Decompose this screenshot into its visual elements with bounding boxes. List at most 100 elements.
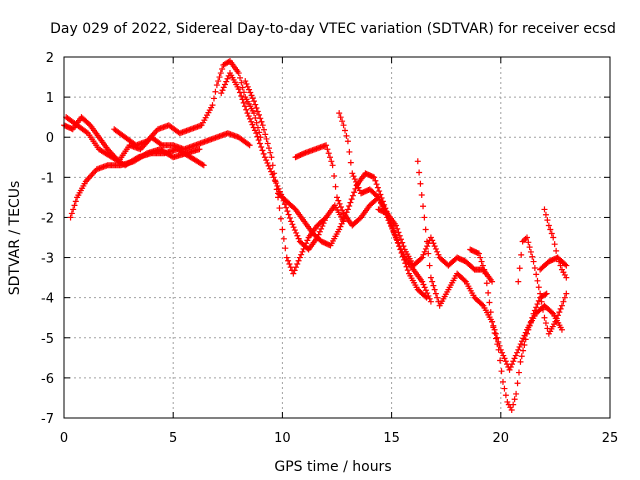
- x-tick-label: 15: [383, 431, 400, 446]
- data-point: [323, 214, 330, 221]
- data-point: [292, 264, 299, 271]
- data-point: [531, 307, 538, 314]
- data-point: [541, 206, 548, 213]
- data-point: [258, 118, 265, 125]
- data-point: [247, 89, 254, 96]
- y-tick-label: -5: [41, 332, 54, 347]
- data-point: [271, 170, 278, 177]
- data-point: [67, 214, 74, 221]
- data-point: [421, 284, 428, 291]
- data-point: [321, 215, 328, 222]
- data-point: [529, 253, 536, 260]
- data-point: [256, 129, 263, 136]
- data-point: [516, 265, 523, 272]
- data-point: [70, 206, 77, 213]
- data-point: [517, 341, 524, 348]
- data-point: [264, 160, 271, 167]
- data-point: [498, 368, 505, 375]
- data-point: [248, 118, 255, 125]
- series-track-13: [515, 234, 570, 337]
- data-point: [421, 214, 428, 221]
- data-point: [525, 326, 532, 333]
- data-point: [316, 228, 323, 235]
- data-point: [514, 349, 521, 356]
- data-point: [291, 227, 298, 234]
- data-point: [237, 74, 244, 81]
- data-point: [260, 150, 267, 157]
- data-point: [512, 352, 519, 359]
- data-point: [343, 132, 350, 139]
- data-point: [347, 199, 354, 206]
- data-point: [260, 126, 267, 133]
- data-point: [251, 127, 258, 134]
- data-point: [220, 84, 227, 91]
- data-point: [259, 122, 266, 129]
- data-point: [374, 184, 381, 191]
- data-point: [520, 347, 527, 354]
- x-tick-label: 25: [602, 431, 619, 446]
- data-point: [71, 202, 78, 209]
- data-point: [501, 385, 508, 392]
- data-point: [417, 255, 424, 262]
- data-point: [550, 234, 557, 241]
- data-point: [500, 352, 507, 359]
- data-point: [461, 277, 468, 284]
- data-point: [530, 258, 537, 265]
- data-point: [524, 234, 531, 241]
- data-point: [515, 278, 522, 285]
- data-point: [83, 129, 90, 136]
- data-point: [475, 250, 482, 257]
- data-point: [431, 286, 438, 293]
- data-point: [563, 262, 570, 269]
- y-tick-label: 2: [46, 51, 54, 66]
- data-point: [243, 106, 250, 113]
- data-point: [355, 184, 362, 191]
- data-point: [548, 230, 555, 237]
- data-point: [376, 197, 383, 204]
- data-point: [429, 237, 436, 244]
- data-point: [399, 239, 406, 246]
- series-track-11: [414, 158, 565, 373]
- data-point: [253, 104, 260, 111]
- data-point: [272, 178, 279, 185]
- data-point: [524, 330, 531, 337]
- data-point: [513, 390, 520, 397]
- data-point: [558, 326, 565, 333]
- data-point: [392, 234, 399, 241]
- data-point: [515, 346, 522, 353]
- data-point: [526, 322, 533, 329]
- series-track-3: [67, 146, 203, 221]
- chart-title: Day 029 of 2022, Sidereal Day-to-day VTE…: [50, 21, 616, 37]
- data-point: [215, 78, 222, 85]
- data-point: [334, 194, 340, 201]
- data-point: [377, 200, 384, 207]
- data-point: [478, 258, 485, 265]
- data-point: [420, 203, 427, 210]
- data-point: [266, 165, 273, 172]
- data-point: [328, 158, 335, 165]
- data-point: [531, 264, 538, 271]
- data-point: [432, 290, 439, 297]
- data-point: [427, 274, 434, 281]
- data-point: [434, 248, 441, 255]
- data-point: [338, 220, 345, 227]
- data-point: [239, 96, 246, 103]
- data-point: [223, 78, 230, 85]
- data-point: [418, 191, 425, 198]
- data-point: [394, 225, 401, 232]
- data-point: [268, 154, 275, 161]
- data-point: [303, 240, 310, 247]
- data-point: [213, 82, 220, 89]
- data-point: [249, 95, 256, 102]
- data-point: [200, 162, 207, 169]
- data-point: [286, 260, 293, 267]
- data-point: [299, 248, 306, 255]
- data-point: [542, 211, 549, 218]
- data-point: [265, 145, 272, 152]
- data-point: [348, 196, 355, 203]
- data-point: [561, 294, 568, 301]
- data-point: [502, 392, 509, 399]
- data-point: [264, 140, 271, 147]
- data-point: [241, 103, 248, 110]
- data-point: [238, 79, 245, 86]
